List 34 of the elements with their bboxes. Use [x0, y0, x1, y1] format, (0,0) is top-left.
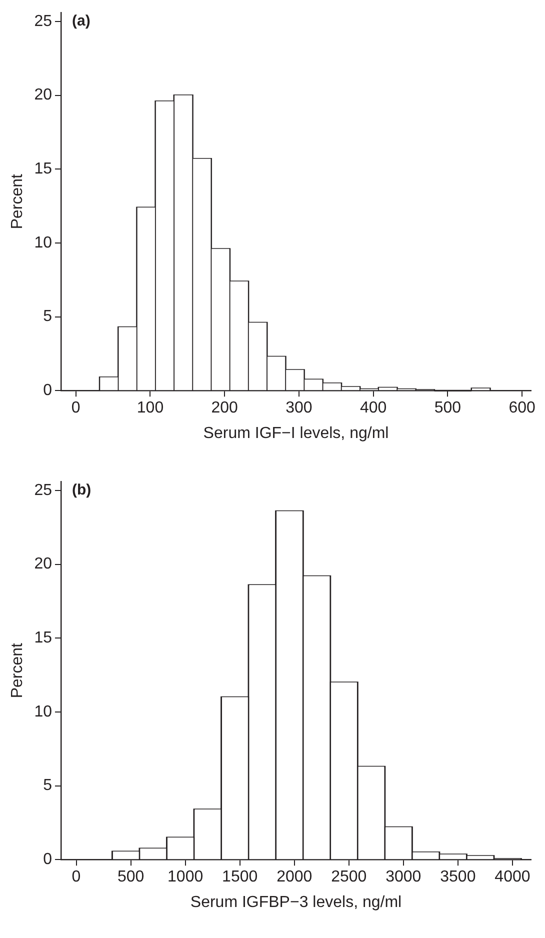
- x-tick-label: 0: [71, 400, 80, 417]
- chart-title: (b): [72, 482, 92, 499]
- y-tick-label: 20: [34, 556, 52, 573]
- x-tick-label: 500: [117, 868, 144, 886]
- y-tick-label: 0: [43, 382, 52, 400]
- y-axis-title: Percent: [9, 173, 26, 230]
- y-tick-label: 15: [34, 160, 52, 178]
- x-tick-label: 600: [508, 400, 536, 417]
- x-tick-label: 3000: [386, 868, 422, 886]
- y-tick-label: 10: [34, 703, 52, 720]
- y-tick-label: 5: [43, 777, 52, 794]
- x-tick-label: 4000: [494, 868, 530, 886]
- y-tick-label: 10: [34, 234, 52, 252]
- x-tick-label: 300: [286, 400, 312, 417]
- chart-title: (a): [72, 12, 90, 30]
- x-tick-label: 2000: [276, 868, 312, 886]
- x-tick-label: 200: [211, 400, 238, 417]
- y-tick-label: 0: [43, 851, 52, 868]
- y-tick-label: 25: [34, 482, 52, 499]
- x-axis-title: Serum IGFBP−3 levels, ng/ml: [190, 894, 402, 911]
- x-axis-title: Serum IGF−I levels, ng/ml: [203, 424, 389, 442]
- x-tick-label: 400: [360, 400, 387, 417]
- y-tick-label: 15: [34, 630, 52, 647]
- x-tick-label: 500: [434, 400, 462, 417]
- x-tick-label: 0: [72, 868, 81, 886]
- x-tick-label: 1000: [168, 868, 204, 886]
- x-tick-label: 3500: [440, 868, 476, 886]
- x-tick-label: 1500: [222, 868, 258, 886]
- x-tick-label: 100: [136, 400, 164, 417]
- x-tick-label: 2500: [331, 868, 367, 886]
- y-tick-label: 5: [43, 308, 52, 326]
- y-tick-label: 25: [34, 12, 52, 30]
- y-axis-title: Percent: [9, 642, 26, 698]
- y-tick-label: 20: [34, 86, 52, 104]
